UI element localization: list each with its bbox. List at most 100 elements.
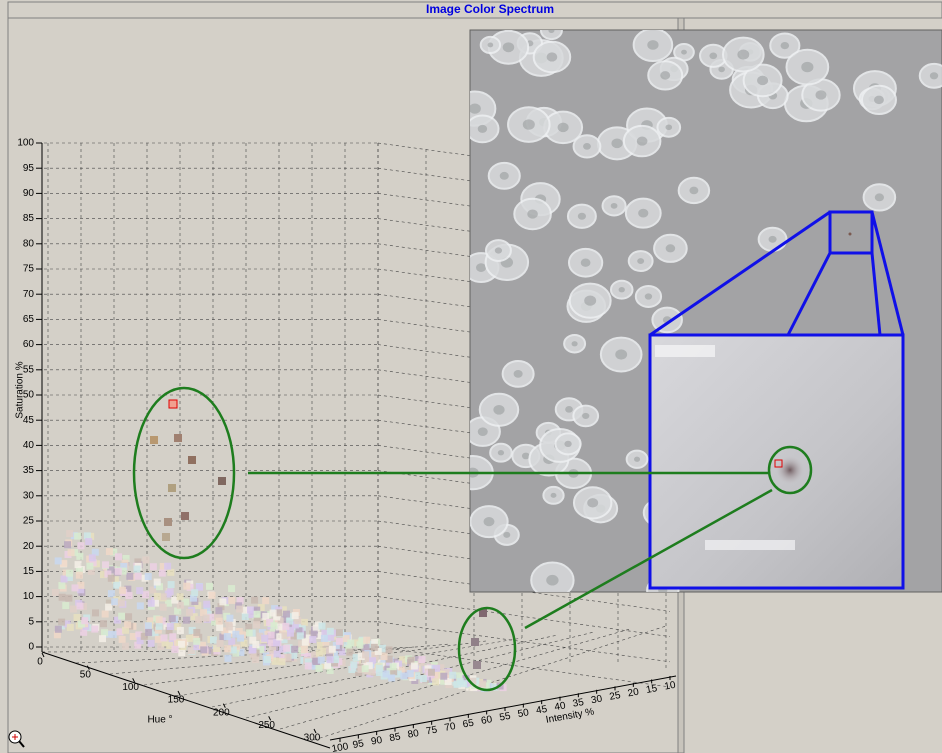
color-sample [202,614,210,622]
zoom-tool[interactable] [8,730,25,748]
particle-core [502,42,515,53]
color-sample [159,593,167,601]
image-view [469,29,942,593]
intensity-tick-label: 30 [590,693,603,706]
color-sample [190,613,198,621]
saturation-tick-label: 70 [23,289,35,300]
zoom-spot [776,456,804,484]
color-sample [262,597,270,605]
color-sample [362,644,370,652]
color-sample [126,572,134,580]
color-sample [182,598,190,606]
color-sample [122,642,130,650]
particle-core [665,244,676,253]
particle-core [801,61,814,73]
color-sample [134,558,142,566]
color-sample [185,634,193,642]
color-sample [74,561,82,569]
color-sample [245,623,253,631]
particle-core [557,122,569,133]
color-sample [101,629,109,637]
color-sample [174,607,182,615]
color-sample [107,590,115,598]
color-sample [107,566,115,574]
color-sample [60,559,68,567]
color-sample [118,586,126,594]
zoom-highlight [655,345,715,357]
zoom-view [648,333,905,590]
color-sample [281,632,289,640]
color-sample [102,561,110,569]
color-sample [200,609,208,617]
color-sample [125,591,133,599]
color-sample [54,557,62,565]
color-sample [177,640,185,648]
color-sample [276,617,284,625]
particle-core [571,341,578,347]
color-sample [213,645,221,653]
intensity-tick-label: 85 [389,731,402,744]
color-sample [58,593,66,601]
color-sample [166,641,174,649]
color-sample [271,643,279,651]
saturation-tick-label: 100 [17,138,34,149]
color-sample [394,670,402,678]
saturation-tick-label: 65 [23,314,35,325]
color-sample [228,638,236,646]
particle-core [718,66,725,73]
color-sample [300,645,308,653]
color-sample [357,665,365,673]
grid-line [377,520,671,562]
saturation-tick-label: 35 [23,465,35,476]
tick-mark [132,678,136,683]
selected-pixel [774,459,783,468]
color-sample [276,633,284,641]
color-sample [380,653,388,661]
grid-line [377,193,671,234]
color-sample [433,664,441,672]
color-sample [154,626,162,634]
grid-line [377,646,671,688]
intensity-tick-label: 75 [425,724,438,737]
grid-line [377,545,671,587]
color-sample [321,629,329,637]
intensity-tick-label: 15 [645,683,658,696]
color-sample [122,626,130,634]
color-sample [312,624,320,632]
color-sample [291,621,299,629]
color-sample [69,605,77,613]
hue-tick-label: 150 [168,695,185,706]
color-sample [309,636,317,644]
color-sample [304,653,312,661]
particle-core [584,295,597,306]
color-sample [176,601,184,609]
zoom-highlight [705,540,795,550]
color-sample [216,623,224,631]
color-sample [434,671,442,679]
hue-axis-label: Hue ° [147,715,172,726]
color-sample [209,636,217,644]
color-sample [286,629,294,637]
color-sample [144,622,152,630]
particle-core [644,293,653,300]
color-sample [326,667,334,675]
color-sample [440,672,448,680]
particle-core [583,143,591,150]
color-sample [444,677,452,685]
grid-line [377,344,671,385]
intensity-tick-label: 100 [331,741,350,753]
color-sample [296,632,304,640]
grid-line [377,419,671,461]
saturation-tick-label: 90 [23,188,35,199]
color-sample [270,622,278,630]
color-sample [133,565,141,573]
color-sample [71,584,79,592]
color-sample [105,603,113,611]
color-sample [271,605,279,613]
color-sample [320,647,328,655]
color-sample [267,639,275,647]
color-sample [63,620,71,628]
color-sample [304,658,312,666]
color-sample [195,616,203,624]
